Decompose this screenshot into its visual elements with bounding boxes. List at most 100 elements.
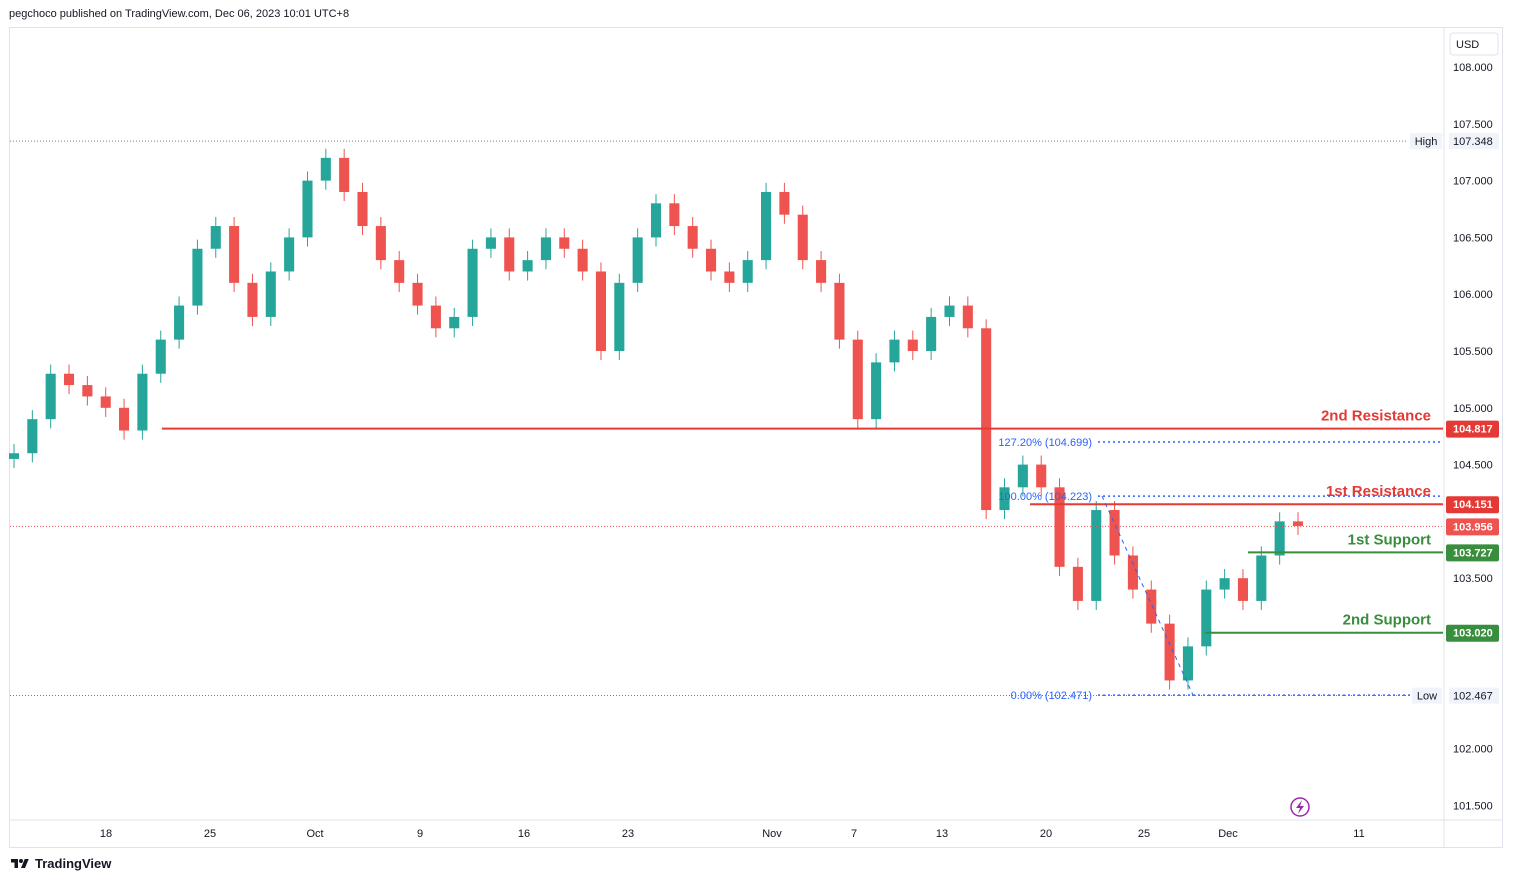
time-tick-label: Dec [1218, 828, 1238, 840]
level-label: 2nd Support [1343, 612, 1431, 629]
currency-box [1449, 32, 1499, 56]
candle-body [1054, 487, 1065, 567]
fib-label: 100.00% (104.223) [998, 491, 1092, 503]
time-tick-label: 9 [417, 828, 423, 840]
time-tick-label: 11 [1353, 828, 1364, 840]
level-price-tag-bg [1446, 544, 1499, 562]
candle-body [192, 248, 203, 306]
price-tick-label: 104.500 [1453, 460, 1493, 472]
candle-body [45, 373, 56, 420]
candle-body [375, 226, 386, 261]
low-price-label: 102.467 [1453, 691, 1493, 703]
candle-body [834, 282, 845, 340]
candle-body [1109, 510, 1120, 556]
candle-body [1036, 464, 1047, 488]
price-tick-label: 105.000 [1453, 403, 1493, 415]
candle-body [504, 237, 515, 272]
candles [8, 148, 1304, 690]
candle-body [394, 260, 405, 283]
candle-body [1072, 566, 1083, 601]
candle-body [871, 362, 882, 420]
price-tick-label: 107.500 [1453, 119, 1493, 131]
candle-body [852, 339, 863, 420]
high-price-label: 107.348 [1453, 136, 1493, 148]
candle-body [1274, 521, 1285, 556]
candle-body [1164, 623, 1175, 681]
candle-body [284, 237, 295, 272]
fibonacci: 127.20% (104.699) 100.00% (104.223) 0.00% … [998, 437, 1443, 702]
tradingview-logo[interactable]: TradingView [10, 856, 111, 871]
level-label: 2nd Resistance [1321, 408, 1431, 425]
level-price-tag-bg [1446, 496, 1499, 514]
candle-body [8, 453, 20, 459]
candle-body [1219, 578, 1230, 590]
candle-body [357, 191, 368, 227]
candle-body [742, 260, 753, 283]
candle-body [100, 396, 111, 408]
last-price-tag: 103.956 [1453, 521, 1493, 533]
candle-body [449, 316, 460, 329]
candle-body [1237, 578, 1249, 601]
candle-body [320, 157, 331, 181]
candle-body [430, 305, 441, 329]
candle-body [210, 226, 221, 249]
last-price-tag-bg [1446, 518, 1499, 536]
publish-info: pegchoco published on TradingView.com, D… [9, 8, 350, 20]
time-axis[interactable]: 18 25 Oct 9 16 23 Nov 7 13 20 25 Dec 11 [100, 828, 1365, 840]
low-tag-bg [1412, 687, 1442, 704]
level-price-tag: 104.817 [1453, 424, 1493, 436]
price-axis[interactable]: USD 108.000 107.500 107.000 106.500 106.000 10… [1449, 32, 1499, 812]
candle-body [1017, 464, 1028, 488]
candle-body [1091, 510, 1102, 601]
candle-body [174, 305, 185, 340]
level-label: 1st Resistance [1326, 483, 1431, 500]
time-tick-label: 13 [936, 828, 948, 840]
time-tick-label: 23 [622, 828, 634, 840]
candle-body [944, 305, 955, 317]
candle-body [1127, 555, 1138, 590]
candle-body [559, 237, 570, 249]
level-price-tag-bg [1446, 624, 1499, 642]
candle-body [1256, 555, 1267, 601]
time-tick-label: 25 [1138, 828, 1150, 840]
misc: High 107.348 Low 102.467 103.956 [10, 133, 1499, 817]
tradingview-logo-icon [11, 858, 29, 868]
candle-body [247, 282, 258, 317]
flash-icon [1290, 797, 1310, 817]
high-price-bg [1449, 133, 1499, 150]
price-tick-label: 107.000 [1453, 176, 1493, 188]
time-tick-label: 7 [851, 828, 857, 840]
candle-body [485, 237, 496, 249]
candle-body [27, 419, 38, 454]
candle-body [724, 271, 735, 283]
candle-body [1146, 589, 1157, 624]
price-tick-label: 105.500 [1453, 346, 1493, 358]
candle-body [265, 271, 276, 317]
price-tick-label: 101.500 [1453, 800, 1493, 812]
candle-body [669, 203, 680, 227]
candle-body [650, 203, 662, 238]
level-price-tag: 103.727 [1453, 547, 1493, 559]
candle-body [687, 226, 698, 249]
high-tag-bg [1410, 133, 1442, 150]
candle-body [889, 339, 900, 363]
chart-frame[interactable] [9, 27, 1503, 848]
time-tick-label: Oct [306, 828, 323, 840]
candle-body [229, 226, 240, 283]
candle-body [797, 214, 808, 261]
candle-body [614, 282, 625, 351]
price-tick-label: 108.000 [1453, 62, 1493, 74]
levels: 2nd Resistance 104.817 1st Resistance 104.1… [162, 408, 1499, 642]
candle-body [907, 339, 918, 351]
fib-label: 0.00% (102.471) [1011, 690, 1092, 702]
price-tick-label: 103.500 [1453, 573, 1493, 585]
candle-body [962, 305, 973, 329]
level-label: 1st Support [1348, 531, 1431, 548]
candle-body [1182, 646, 1193, 681]
candle-body [999, 487, 1010, 511]
candle-body [522, 260, 533, 272]
candle-body [595, 271, 607, 351]
price-tick-label: 102.000 [1453, 744, 1493, 756]
candle-body [1292, 521, 1304, 526]
